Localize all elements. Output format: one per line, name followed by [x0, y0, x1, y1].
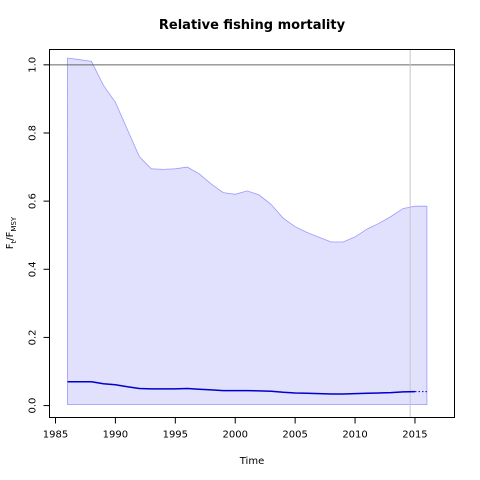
confidence-band [67, 58, 427, 405]
y-axis-label: Ft/FMSY [5, 216, 18, 249]
x-tick-label: 1995 [163, 430, 188, 441]
x-axis: 1985 1990 1995 2000 2005 2010 2015 [43, 417, 428, 441]
x-tick-label: 2000 [222, 430, 247, 441]
x-tick-label: 2015 [402, 430, 427, 441]
y-axis: 0.0 0.2 0.4 0.6 0.8 1.0 [28, 57, 50, 414]
y-tick-label: 0.8 [28, 125, 39, 141]
chart-title: Relative fishing mortality [159, 18, 346, 33]
plot-frame [49, 49, 455, 418]
y-tick-label: 1.0 [28, 57, 39, 73]
plot-area [49, 49, 455, 418]
x-tick-label: 1985 [43, 430, 68, 441]
median-line [67, 380, 416, 395]
x-axis-label: Time [239, 456, 264, 467]
y-tick-label: 0.6 [28, 193, 39, 209]
y-tick-label: 0.0 [28, 398, 39, 414]
x-tick-label: 2010 [342, 430, 367, 441]
y-tick-label: 0.2 [28, 329, 39, 345]
x-tick-label: 1990 [103, 430, 128, 441]
y-tick-label: 0.4 [28, 261, 39, 277]
confidence-band-outline [67, 57, 428, 405]
x-tick-label: 2005 [282, 430, 307, 441]
